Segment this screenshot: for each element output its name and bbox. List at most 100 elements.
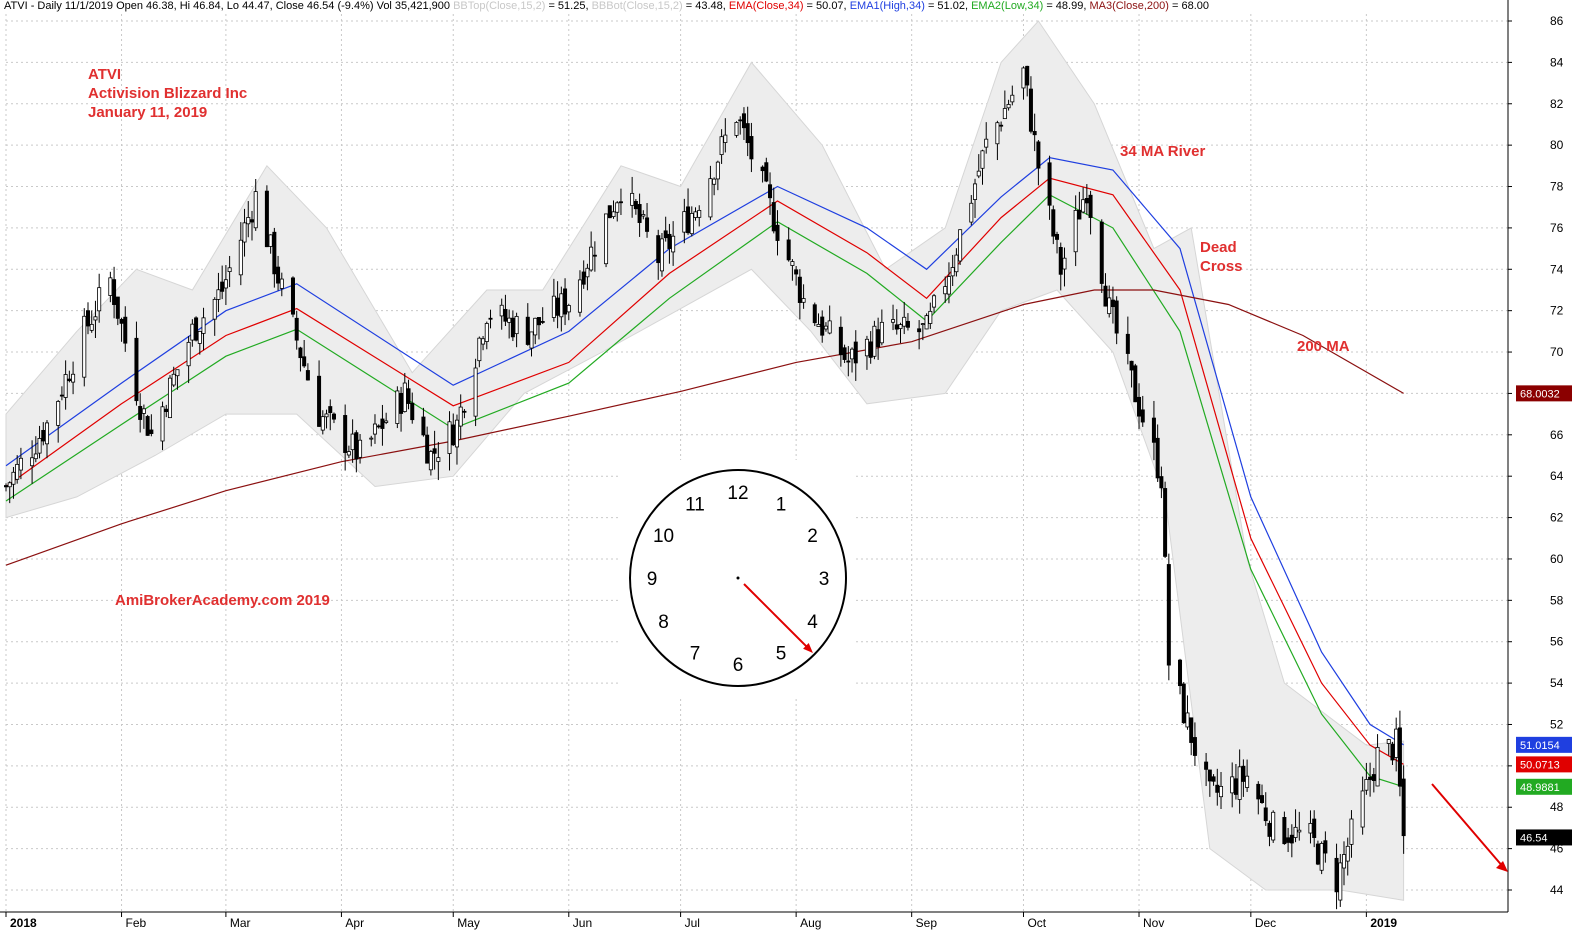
- candle-body: [380, 418, 385, 429]
- candle-body: [216, 289, 221, 300]
- candle-body: [656, 235, 661, 264]
- candle-body: [559, 293, 564, 318]
- candle-body: [384, 420, 389, 423]
- y-tick-label: 56: [1550, 635, 1564, 649]
- candle-body: [1002, 108, 1007, 120]
- header-bbtop-value: = 51.25,: [548, 0, 589, 12]
- candle-body: [708, 178, 713, 218]
- candle-body: [797, 276, 802, 303]
- candle-body: [402, 382, 407, 412]
- candle-body: [1230, 776, 1235, 794]
- candle-body: [145, 416, 150, 436]
- candle-body: [1125, 333, 1130, 354]
- candle-body: [525, 316, 530, 345]
- candle-body: [238, 239, 243, 276]
- candle-body: [18, 457, 23, 471]
- candle-body: [1267, 822, 1272, 837]
- candle-body: [1140, 409, 1145, 423]
- candle-body: [1207, 769, 1212, 782]
- candle-body: [1233, 778, 1238, 795]
- candle-body: [290, 277, 295, 315]
- candle-body: [1319, 843, 1324, 871]
- candle-body: [484, 323, 489, 342]
- trend-arrow-head: [1496, 861, 1508, 872]
- candle-body: [138, 405, 143, 420]
- clock-number: 8: [658, 612, 669, 633]
- candle-body: [581, 271, 586, 285]
- y-tick-label: 54: [1550, 676, 1564, 690]
- candle-body: [864, 338, 869, 357]
- candle-body: [503, 308, 508, 322]
- candle-body: [1219, 785, 1224, 798]
- candle-body: [1032, 131, 1037, 136]
- candle-body: [585, 267, 590, 278]
- candle-body: [1099, 221, 1104, 284]
- candle-body: [1036, 141, 1041, 169]
- candle-body: [667, 233, 672, 249]
- candle-body: [1163, 488, 1168, 557]
- candle-body: [141, 408, 146, 414]
- candle-body: [551, 295, 556, 318]
- candle-body: [477, 337, 482, 362]
- price-tag-label: 48.9881: [1520, 782, 1560, 794]
- y-tick-label: 48: [1550, 800, 1564, 814]
- y-tick-label: 78: [1550, 180, 1564, 194]
- price-tag-box: [1516, 778, 1572, 795]
- price-tag-label: 51.0154: [1520, 740, 1560, 752]
- header-ema1-label: EMA1(High,34): [849, 0, 925, 12]
- candle-body: [749, 136, 754, 160]
- price-tag-box: [1516, 829, 1572, 846]
- header-bbtop-label: BBTop(Close,15,2): [453, 0, 546, 12]
- candle-body: [969, 202, 974, 223]
- candle-body: [946, 276, 951, 295]
- y-tick-label: 62: [1550, 511, 1564, 525]
- candle-body: [682, 211, 687, 233]
- header-bbbot-value: = 43.48,: [685, 0, 726, 12]
- candle-body: [134, 337, 139, 402]
- candle-body: [253, 191, 258, 229]
- candle-body: [410, 402, 415, 421]
- candle-body: [294, 317, 299, 341]
- candle-body: [529, 331, 534, 349]
- candle-body: [980, 150, 985, 169]
- candle-body: [1245, 775, 1250, 788]
- candle-body: [30, 457, 35, 467]
- candle-body: [823, 325, 828, 330]
- candle-body: [149, 429, 154, 434]
- candle-body: [59, 394, 64, 397]
- header-bbbot-label: BBBot(Close,15,2): [591, 0, 683, 12]
- candle-body: [175, 369, 180, 377]
- candle-body: [1338, 862, 1343, 901]
- candle-body: [305, 370, 310, 381]
- candle-body: [350, 433, 355, 451]
- candle-body: [734, 122, 739, 136]
- candle-body: [85, 310, 90, 327]
- candle-body: [249, 219, 254, 223]
- candle-body: [1390, 743, 1395, 761]
- candle-body: [876, 329, 881, 348]
- x-month-label: Feb: [126, 916, 147, 930]
- x-month-label: May: [457, 916, 480, 930]
- candle-body: [842, 347, 847, 360]
- y-tick-label: 84: [1550, 55, 1564, 69]
- candle-body: [112, 279, 117, 305]
- candle-body: [1073, 209, 1078, 253]
- candle-body: [197, 330, 202, 344]
- candle-body: [1192, 737, 1197, 756]
- candle-body: [328, 406, 333, 413]
- candle-body: [924, 315, 929, 330]
- candle-body: [1155, 437, 1160, 479]
- candle-body: [1047, 162, 1052, 206]
- candle-body: [1260, 795, 1265, 803]
- candle-body: [320, 416, 325, 431]
- candle-body: [33, 453, 38, 460]
- candle-body: [1394, 728, 1399, 758]
- candle-body: [1237, 766, 1242, 800]
- candle-body: [973, 183, 978, 200]
- candle-body: [1133, 365, 1138, 403]
- candle-body: [1021, 67, 1026, 89]
- candle-body: [1084, 197, 1089, 204]
- candle-body: [454, 419, 459, 448]
- x-month-label: Nov: [1143, 916, 1164, 930]
